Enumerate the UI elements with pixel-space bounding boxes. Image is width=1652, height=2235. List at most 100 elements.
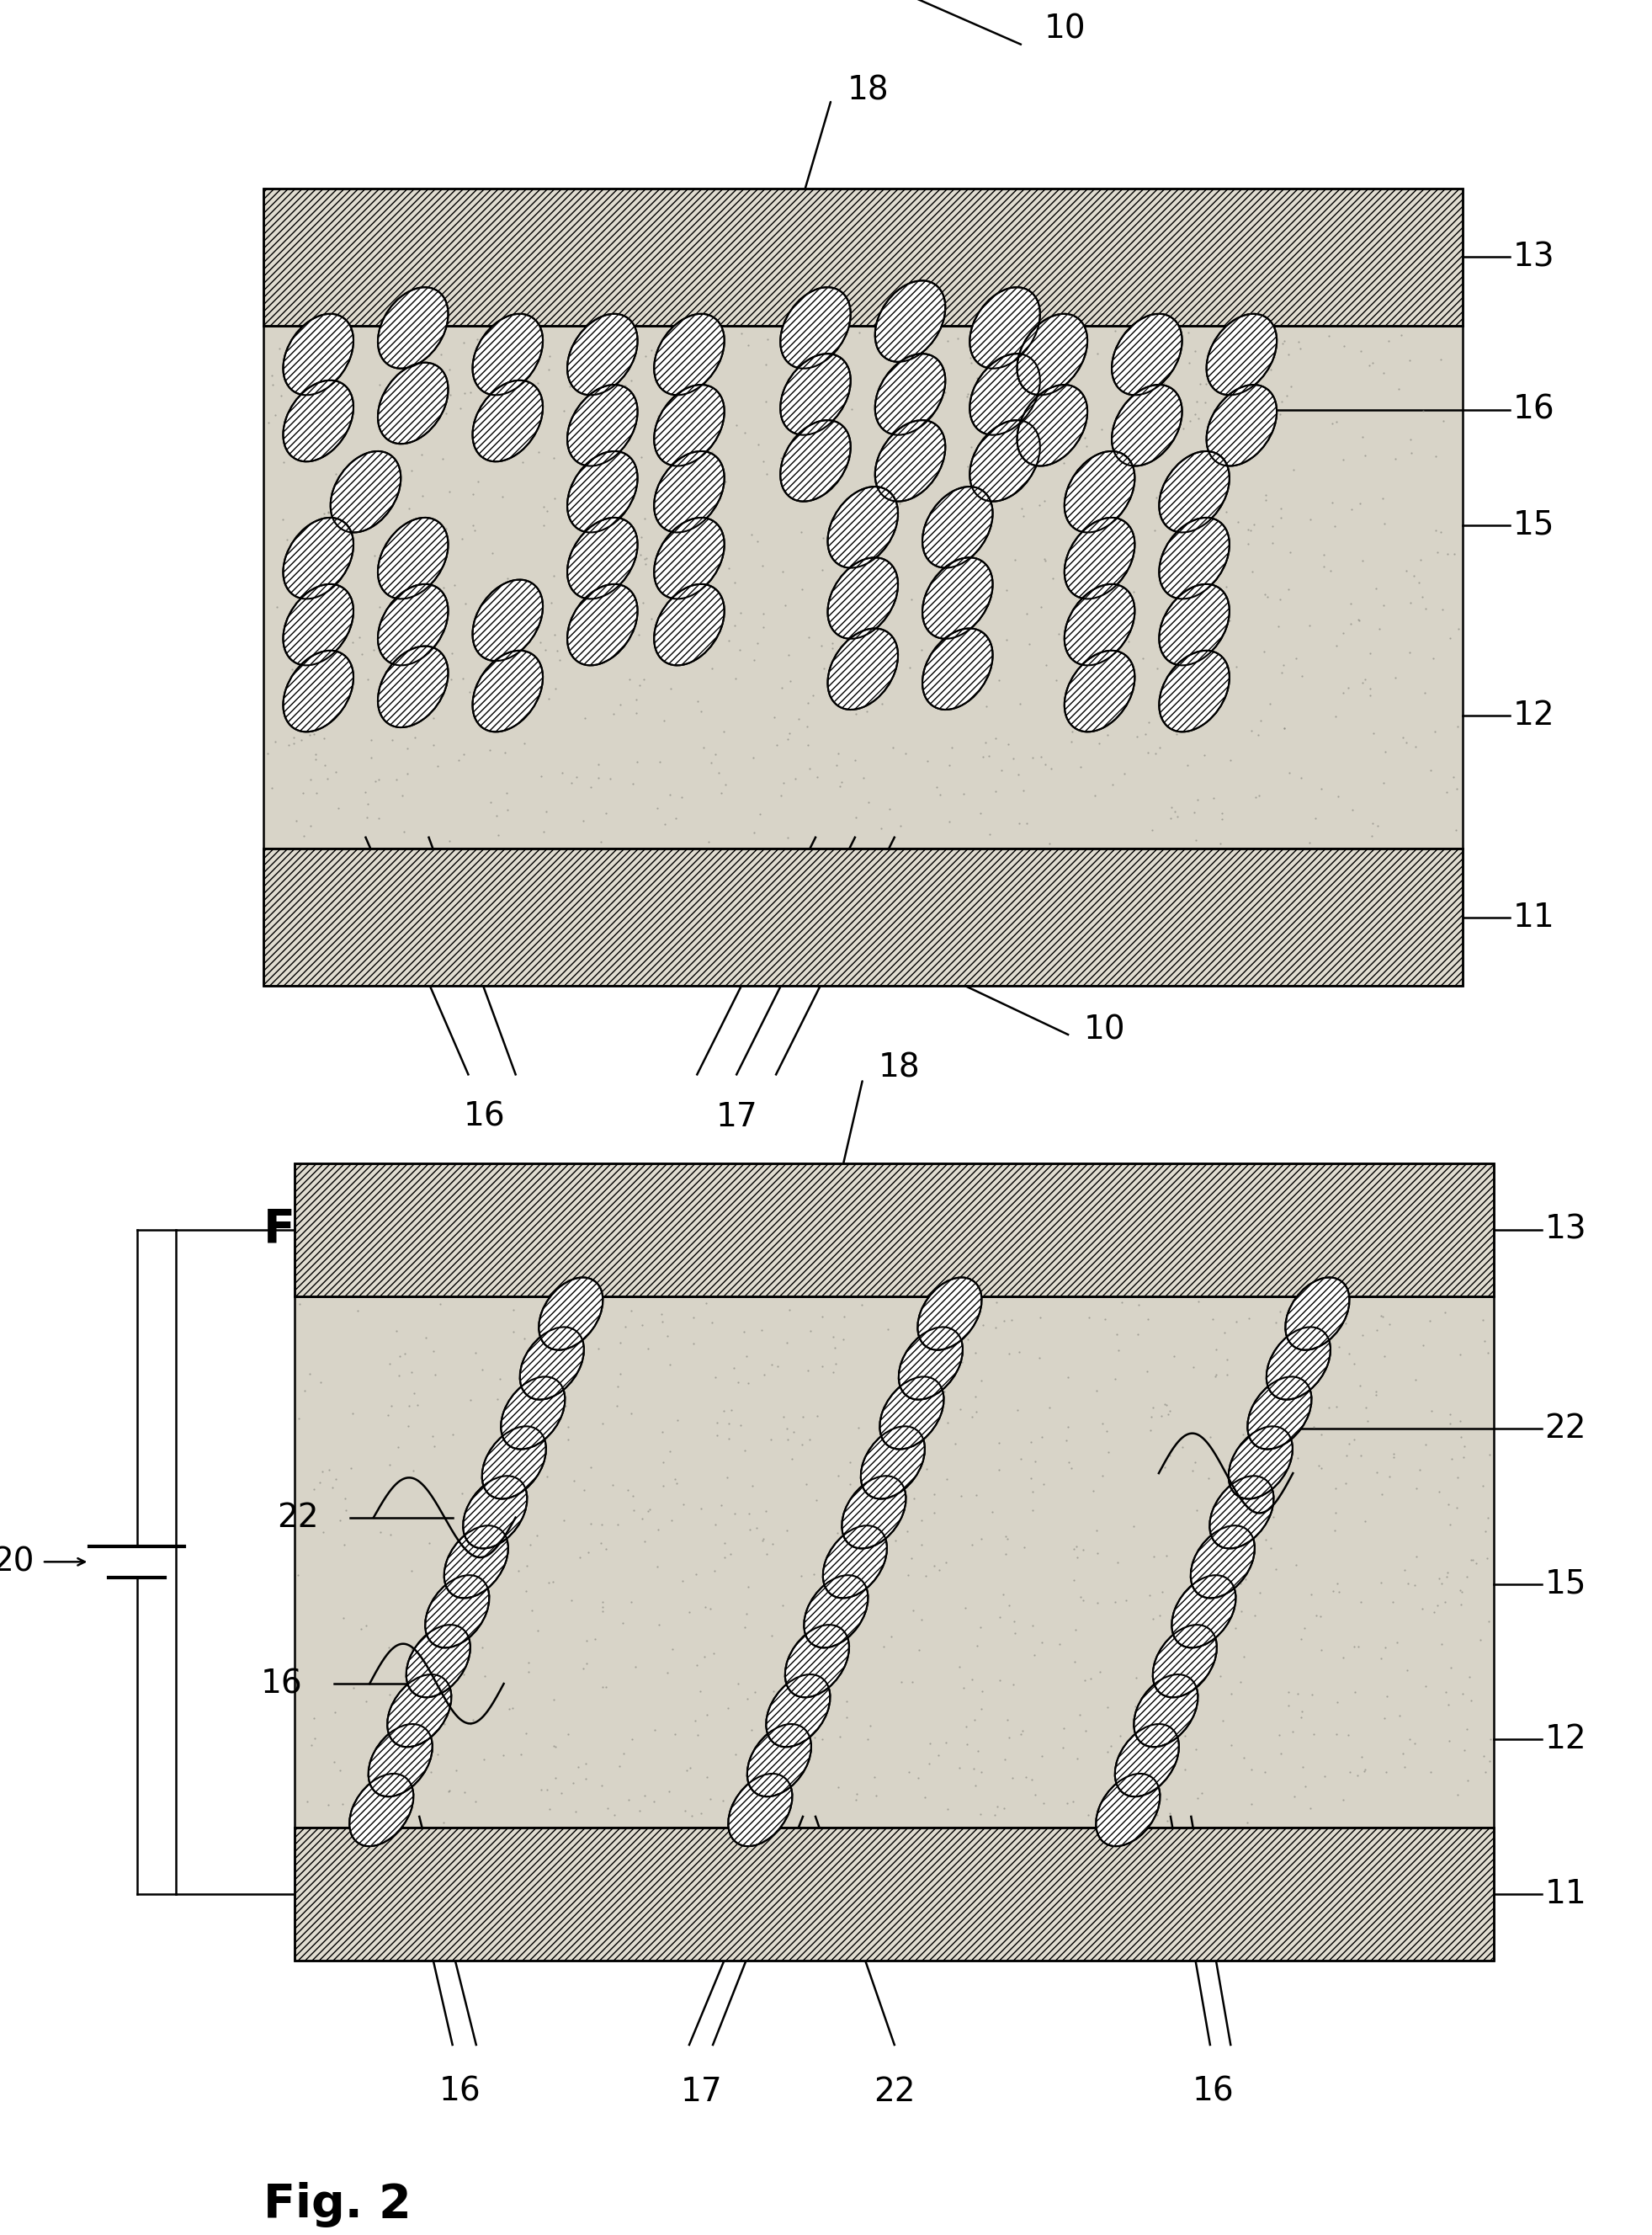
Point [1216,1562,1242,1598]
Point [393,402,420,438]
Point [1084,1372,1110,1408]
Point [1074,427,1100,463]
Point [889,1493,915,1529]
Point [387,543,413,579]
Point [362,764,388,800]
Point [530,814,557,849]
Point [406,565,433,601]
Point [1102,313,1128,349]
Point [307,514,334,550]
Point [1095,570,1122,606]
Point [1080,1473,1107,1509]
Point [935,1406,961,1442]
Point [649,460,676,496]
Point [613,443,639,478]
Point [425,505,451,541]
Point [646,1607,672,1643]
Point [846,1484,872,1520]
Ellipse shape [828,487,899,568]
Ellipse shape [472,380,544,460]
Point [968,1522,995,1558]
Point [1341,1345,1368,1381]
Point [469,1629,496,1665]
Point [1437,1506,1464,1542]
Point [743,626,770,662]
Ellipse shape [387,1674,451,1748]
Point [864,1779,890,1815]
Point [717,1535,743,1571]
Point [1422,438,1449,474]
Point [730,1314,757,1350]
Point [1176,402,1203,438]
Point [1427,514,1454,550]
Point [1287,331,1313,367]
Point [1360,818,1386,854]
Ellipse shape [1160,583,1229,666]
Point [1034,324,1061,360]
Point [621,1493,648,1529]
Point [469,1352,496,1388]
Point [1209,796,1236,831]
Point [1371,1701,1398,1737]
Point [524,1518,550,1553]
Point [651,807,677,843]
Point [781,760,808,796]
Point [1345,1757,1371,1792]
Point [1031,483,1057,519]
Point [1089,1457,1115,1493]
Point [1232,1562,1259,1598]
Point [1297,501,1323,536]
Point [947,619,973,655]
Text: 18: 18 [847,74,889,107]
Point [1224,346,1251,382]
Point [1277,534,1303,570]
Point [1406,565,1432,601]
Point [461,1531,487,1567]
Point [699,384,725,420]
Point [867,811,894,847]
Point [1051,1730,1077,1766]
Point [1095,1435,1122,1471]
Point [527,758,553,793]
Point [805,1399,831,1435]
Point [1351,1752,1378,1788]
Point [1064,1529,1090,1564]
Point [996,1587,1023,1623]
Point [563,1792,590,1828]
Point [1085,726,1112,762]
Point [800,405,826,440]
Point [1229,1417,1256,1453]
Point [296,373,322,409]
Point [542,617,568,653]
Point [912,1558,938,1594]
Point [1181,396,1208,431]
Point [991,1790,1018,1826]
Point [398,1354,425,1390]
Point [836,1629,862,1665]
Point [1059,713,1085,749]
Point [1429,1627,1455,1663]
Point [1186,679,1213,715]
Point [995,1703,1021,1739]
Point [605,489,631,525]
Point [958,1527,985,1562]
Point [1363,1312,1389,1348]
Point [1297,1790,1323,1826]
Point [849,1287,876,1323]
Point [479,534,506,570]
Point [657,670,684,706]
Point [806,1687,833,1723]
Point [938,729,965,764]
Point [1467,1623,1493,1658]
Point [966,796,993,831]
Point [633,337,659,373]
Ellipse shape [378,288,448,369]
Point [892,416,919,451]
Point [1450,1439,1477,1475]
Point [519,1594,545,1629]
Point [1089,693,1115,729]
Point [1183,822,1209,858]
Bar [294,1828,1493,1960]
Point [1431,402,1457,438]
Point [720,1350,747,1386]
